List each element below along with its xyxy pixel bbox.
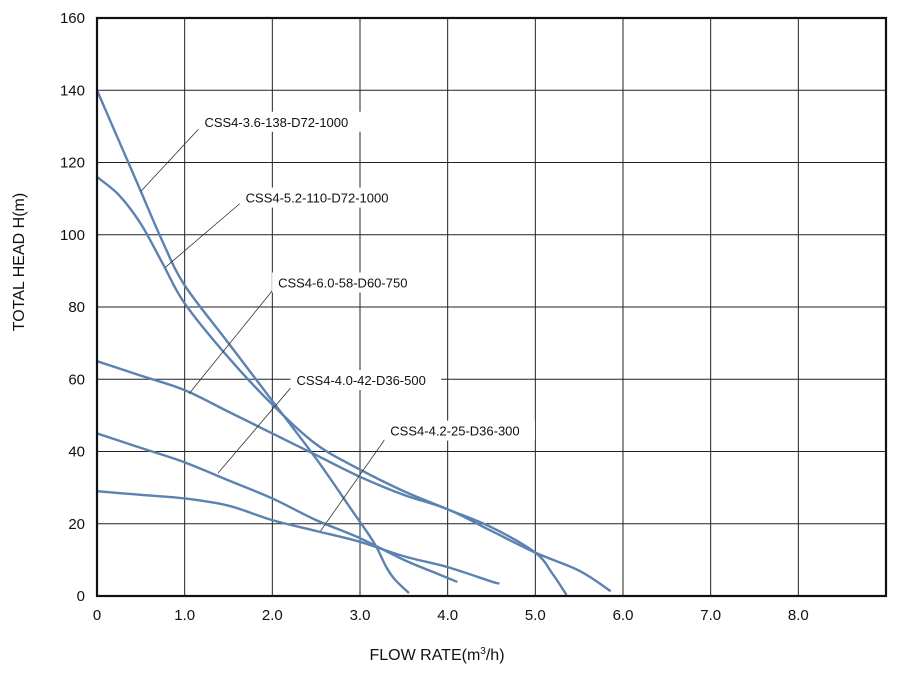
x-axis-title-end: /h) xyxy=(486,647,505,664)
leader-line xyxy=(188,283,279,394)
x-tick-label: 4.0 xyxy=(437,607,458,624)
curve-label: CSS4-3.6-138-D72-1000 xyxy=(204,115,348,130)
series-line-3 xyxy=(95,359,612,592)
series-line-1 xyxy=(95,89,410,594)
series-layer xyxy=(95,89,612,596)
x-axis-title-main: FLOW RATE(m xyxy=(369,647,480,664)
curve-label-background xyxy=(384,420,535,441)
x-tick-label: 5.0 xyxy=(525,607,546,624)
series-line-4 xyxy=(95,432,458,583)
leader-lines xyxy=(140,122,391,532)
x-axis-ticks: 0 1.0 2.0 3.0 4.0 5.0 6.0 7.0 8.0 xyxy=(93,607,809,624)
y-tick-label: 80 xyxy=(68,299,85,316)
curve-labels: CSS4-3.6-138-D72-1000 CSS4-5.2-110-D72-10… xyxy=(198,111,535,441)
x-tick-label: 0 xyxy=(93,607,101,624)
curve-label: CSS4-6.0-58-D60-750 xyxy=(278,276,407,291)
series-line-2 xyxy=(95,175,568,596)
x-tick-label: 1.0 xyxy=(174,607,195,624)
leader-line xyxy=(217,380,297,474)
y-tick-label: 120 xyxy=(60,155,85,172)
leader-line xyxy=(165,198,246,268)
x-axis-title-superscript: 3 xyxy=(480,646,486,657)
x-tick-label: 6.0 xyxy=(613,607,634,624)
curve-label: CSS4-4.2-25-D36-300 xyxy=(390,424,519,439)
x-axis-title: FLOW RATE(m3/h) xyxy=(369,646,504,664)
x-tick-label: 2.0 xyxy=(262,607,283,624)
x-tick-label: 3.0 xyxy=(350,607,371,624)
plot-frame xyxy=(95,16,888,598)
leader-line xyxy=(140,122,205,192)
curve-label-background xyxy=(198,111,364,132)
curve-label-background xyxy=(290,370,442,391)
series-line-5 xyxy=(95,490,500,585)
curve-label-background xyxy=(272,272,423,293)
leader-line xyxy=(320,431,391,532)
y-tick-label: 40 xyxy=(68,444,85,461)
curve-label: CSS4-4.0-42-D36-500 xyxy=(296,373,425,388)
x-tick-label: 7.0 xyxy=(700,607,721,624)
y-tick-label: 140 xyxy=(60,82,85,99)
y-tick-label: 20 xyxy=(68,516,85,533)
y-tick-label: 100 xyxy=(60,227,85,244)
y-tick-label: 60 xyxy=(68,371,85,388)
curve-label: CSS4-5.2-110-D72-1000 xyxy=(246,191,389,206)
y-axis-ticks: 0 20 40 60 80 100 120 140 160 xyxy=(60,10,85,605)
x-tick-label: 8.0 xyxy=(788,607,809,624)
y-tick-label: 0 xyxy=(77,588,85,605)
y-tick-label: 160 xyxy=(60,10,85,27)
y-axis-title: TOTAL HEAD H(m) xyxy=(11,193,28,331)
curve-label-background xyxy=(239,187,405,208)
